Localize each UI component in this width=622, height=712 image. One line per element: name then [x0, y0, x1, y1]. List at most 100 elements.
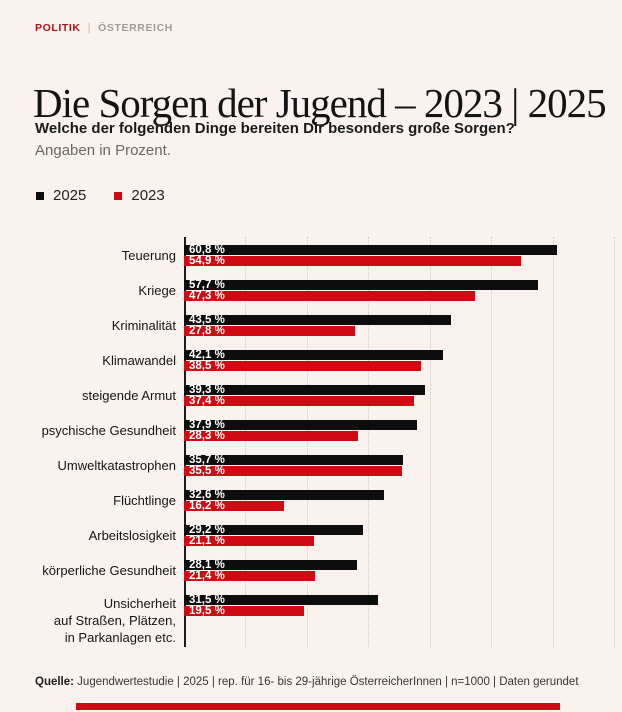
chart-axis-line — [184, 237, 186, 647]
bar-value-label: 19,5 % — [189, 605, 225, 617]
bar-2023: 16,2 % — [184, 500, 284, 512]
category-label: Umweltkatastrophen — [57, 457, 177, 473]
bar-value-label: 35,5 % — [189, 465, 225, 477]
legend-item-2025: 2025 — [36, 187, 86, 204]
category-label: Kriminalität — [111, 317, 176, 333]
unit-note: Angaben in Prozent. — [35, 142, 171, 159]
bar-group: 37,9 % 28,3 % — [184, 419, 622, 442]
bar-value-label: 16,2 % — [189, 500, 225, 512]
source-label: Quelle: — [35, 676, 74, 688]
chart-row: Kriminalität 43,5 % 27,8 % — [0, 314, 622, 337]
bar-group: 32,6 % 16,2 % — [184, 489, 622, 512]
breadcrumb-separator: | — [87, 22, 92, 34]
bar-group: 31,5 % 19,5 % — [184, 594, 622, 617]
bar-group: 39,3 % 37,4 % — [184, 384, 622, 407]
legend-item-2023: 2023 — [114, 187, 165, 204]
bar-value-label: 42,1 % — [189, 349, 225, 361]
breadcrumb-region[interactable]: ÖSTERREICH — [98, 22, 173, 34]
bar-value-label: 35,7 % — [189, 454, 225, 466]
gridline-20 — [306, 237, 308, 647]
bar-2023: 54,9 % — [184, 255, 522, 267]
bar-group: 28,1 % 21,4 % — [184, 559, 622, 582]
bar-value-label: 31,5 % — [189, 594, 225, 606]
bar-value-label: 28,1 % — [189, 559, 225, 571]
chart-row: steigende Armut 39,3 % 37,4 % — [0, 384, 622, 407]
bar-2023: 38,5 % — [184, 360, 421, 372]
bar-value-label: 54,9 % — [189, 255, 225, 267]
category-label: psychische Gesundheit — [41, 422, 176, 438]
bar-2023: 19,5 % — [184, 605, 304, 617]
bar-2023: 21,1 % — [184, 535, 314, 547]
bar-2023: 21,4 % — [184, 570, 316, 582]
chart-legend: 2025 2023 — [36, 187, 165, 204]
bar-value-label: 38,5 % — [189, 360, 225, 372]
bar-2025: 37,9 % — [184, 419, 417, 431]
bar-group: 42,1 % 38,5 % — [184, 349, 622, 372]
category-label: Unsicherheit auf Straßen, Plätzen, in Pa… — [53, 596, 176, 646]
breadcrumb-section[interactable]: POLITIK — [35, 22, 81, 34]
bar-value-label: 32,6 % — [189, 489, 225, 501]
bar-2025: 57,7 % — [184, 279, 539, 291]
gridline-40 — [429, 237, 431, 647]
breadcrumb: POLITIK | ÖSTERREICH — [35, 22, 173, 34]
chart-row: Kriege 57,7 % 47,3 % — [0, 279, 622, 302]
gridline-60 — [552, 237, 554, 647]
bar-value-label: 60,8 % — [189, 244, 225, 256]
bar-value-label: 57,7 % — [189, 279, 225, 291]
bottom-accent-bar — [76, 703, 560, 710]
bar-2025: 31,5 % — [184, 594, 378, 606]
category-label: steigende Armut — [82, 387, 176, 403]
bar-2025: 39,3 % — [184, 384, 426, 396]
chart-row: Unsicherheit auf Straßen, Plätzen, in Pa… — [0, 594, 622, 646]
bar-2023: 28,3 % — [184, 430, 358, 442]
category-label: Klimawandel — [102, 352, 176, 368]
bar-2023: 37,4 % — [184, 395, 414, 407]
gridline-30 — [368, 237, 370, 647]
bar-value-label: 37,4 % — [189, 395, 225, 407]
bar-value-label: 21,4 % — [189, 570, 225, 582]
chart-row: Klimawandel 42,1 % 38,5 % — [0, 349, 622, 372]
bar-value-label: 47,3 % — [189, 290, 225, 302]
chart-row: Umweltkatastrophen 35,7 % 35,5 % — [0, 454, 622, 477]
bar-2025: 42,1 % — [184, 349, 443, 361]
bar-value-label: 43,5 % — [189, 314, 225, 326]
bar-value-label: 37,9 % — [189, 419, 225, 431]
chart-row: psychische Gesundheit 37,9 % 28,3 % — [0, 419, 622, 442]
category-label: Teuerung — [121, 247, 176, 263]
bar-2023: 27,8 % — [184, 325, 355, 337]
chart-row: Teuerung 60,8 % 54,9 % — [0, 244, 622, 267]
bar-group: 43,5 % 27,8 % — [184, 314, 622, 337]
chart-question: Welche der folgenden Dinge bereiten Dir … — [35, 120, 515, 137]
gridline-10 — [245, 237, 247, 647]
bar-value-label: 21,1 % — [189, 535, 225, 547]
chart-row: körperliche Gesundheit 28,1 % 21,4 % — [0, 559, 622, 582]
legend-swatch-2025 — [36, 191, 44, 200]
bar-value-label: 29,2 % — [189, 524, 225, 536]
category-label: Kriege — [138, 282, 176, 298]
gridline-50 — [491, 237, 493, 647]
source-text: Jugendwertestudie | 2025 | rep. für 16- … — [73, 676, 579, 688]
bar-2025: 35,7 % — [184, 454, 404, 466]
bar-value-label: 28,3 % — [189, 430, 225, 442]
bar-value-label: 27,8 % — [189, 325, 225, 337]
gridline-70 — [614, 237, 615, 647]
bar-group: 35,7 % 35,5 % — [184, 454, 622, 477]
category-label: Arbeitslosigkeit — [88, 527, 176, 543]
bar-group: 60,8 % 54,9 % — [184, 244, 622, 267]
bar-2023: 47,3 % — [184, 290, 475, 302]
bar-2025: 28,1 % — [184, 559, 357, 571]
category-label: Flüchtlinge — [113, 492, 176, 508]
chart-row: Arbeitslosigkeit 29,2 % 21,1 % — [0, 524, 622, 547]
legend-label-2023: 2023 — [131, 187, 165, 204]
chart-plot-area — [184, 237, 622, 647]
bar-2025: 43,5 % — [184, 314, 452, 326]
bar-group: 29,2 % 21,1 % — [184, 524, 622, 547]
legend-label-2025: 2025 — [53, 187, 87, 204]
bar-value-label: 39,3 % — [189, 384, 225, 396]
bar-2023: 35,5 % — [184, 465, 403, 477]
chart-rows: Teuerung 60,8 % 54,9 % Kriege 57,7 % 47,3 % Kr… — [0, 237, 622, 646]
source-note: Quelle: Jugendwertestudie | 2025 | rep. … — [35, 676, 595, 688]
bar-2025: 32,6 % — [184, 489, 385, 501]
bar-2025: 29,2 % — [184, 524, 364, 536]
page-title: Die Sorgen der Jugend – 2023 | 2025 — [33, 80, 607, 127]
